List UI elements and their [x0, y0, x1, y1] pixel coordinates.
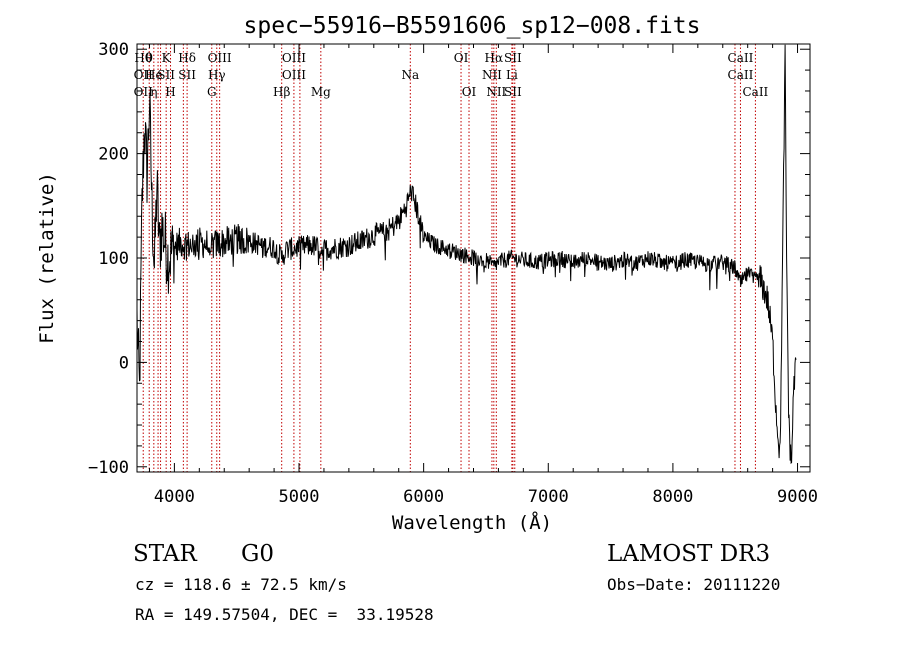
- line-label: OI: [462, 85, 477, 99]
- line-label: CaII: [728, 68, 754, 82]
- line-label: NII: [482, 68, 502, 82]
- emission-line-labels: HθOIIOIIθHeηKSIIHHδSIIGHγOIIIHβOIIIOIIIM…: [134, 51, 769, 99]
- line-label: OIII: [208, 51, 232, 65]
- line-label: OIII: [282, 51, 306, 65]
- line-label: OI: [454, 51, 469, 65]
- line-label: K: [162, 51, 172, 65]
- ra-dec-coordinates: RA = 149.57504, DEC = 33.19528: [135, 605, 434, 624]
- x-tick-label: 5000: [279, 487, 320, 507]
- line-label: CaII: [742, 85, 768, 99]
- line-label: NII: [486, 85, 506, 99]
- line-label: CaII: [728, 51, 754, 65]
- y-tick-label: 100: [98, 249, 129, 269]
- line-label: Hδ: [178, 51, 196, 65]
- line-label: θ: [146, 51, 153, 65]
- survey-name: LAMOST DR3: [607, 541, 770, 567]
- line-label: H: [165, 85, 175, 99]
- line-label: G: [207, 85, 217, 99]
- line-label: Na: [401, 68, 419, 82]
- line-label: Hγ: [208, 68, 226, 82]
- x-tick-label: 7000: [528, 487, 569, 507]
- line-label: Hβ: [273, 85, 290, 99]
- x-axis: 4000 5000 6000 7000 8000 9000: [148, 44, 818, 507]
- y-axis: −100 0 100 200 300: [88, 40, 810, 478]
- x-tick-label: 6000: [403, 487, 444, 507]
- y-tick-label: 200: [98, 145, 129, 165]
- object-class: STAR: [133, 541, 197, 567]
- line-label: η: [150, 85, 157, 99]
- line-label: Hθ: [134, 51, 152, 65]
- line-label: He: [145, 68, 163, 82]
- line-label: OII: [134, 68, 154, 82]
- line-label: SII: [157, 68, 175, 82]
- line-label: Hα: [485, 51, 504, 65]
- line-label: SII: [504, 85, 522, 99]
- line-label: SII: [178, 68, 196, 82]
- x-tick-label: 9000: [777, 487, 818, 507]
- redshift-cz: cz = 118.6 ± 72.5 km/s: [135, 575, 347, 594]
- chart-title: spec−55916−B5591606_sp12−008.fits: [244, 13, 701, 39]
- line-label: OIII: [282, 68, 306, 82]
- object-subclass: G0: [241, 541, 274, 567]
- y-tick-label: −100: [88, 458, 129, 478]
- line-label: Mg: [311, 85, 331, 99]
- line-label: SII: [504, 51, 522, 65]
- line-label: OII: [134, 85, 154, 99]
- flux-series-line: [137, 44, 797, 465]
- y-tick-label: 0: [119, 353, 129, 373]
- x-axis-label: Wavelength (Å): [392, 511, 552, 534]
- line-label: Li: [506, 68, 518, 82]
- x-tick-label: 4000: [154, 487, 195, 507]
- y-axis-label: Flux (relative): [36, 172, 58, 344]
- y-tick-label: 300: [98, 40, 129, 60]
- observation-date: Obs−Date: 20111220: [607, 575, 780, 594]
- x-tick-label: 8000: [652, 487, 693, 507]
